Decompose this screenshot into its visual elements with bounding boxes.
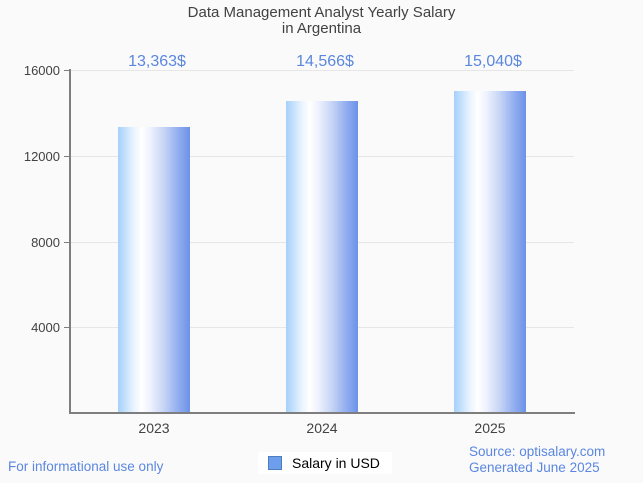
legend-label: Salary in USD	[292, 455, 380, 471]
value-label-2023: 13,363$	[128, 53, 186, 70]
source-link[interactable]: Source: optisalary.com	[469, 444, 606, 459]
gridline-16000	[70, 70, 574, 71]
chart-title-line2: in Argentina	[281, 20, 362, 37]
y-axis-line	[69, 69, 71, 414]
source-info: Source: optisalary.com Generated June 20…	[469, 444, 605, 476]
legend-item[interactable]: Salary in USD	[258, 452, 392, 474]
value-label-2024: 14,566$	[296, 53, 354, 70]
generated-text: Generated June 2025	[469, 460, 600, 475]
y-tick-label-16000: 16000	[23, 63, 60, 78]
x-axis-line	[69, 412, 575, 414]
y-tick-label-8000: 8000	[31, 235, 60, 250]
y-tick-mark-4000	[64, 327, 70, 328]
y-tick-mark-12000	[64, 156, 70, 157]
chart-title: Data Management Analyst Yearly Salary in…	[0, 5, 643, 37]
bar-2023	[118, 127, 190, 412]
bar-2024	[286, 101, 358, 412]
x-tick-label-2025: 2025	[474, 420, 506, 436]
chart-title-line1: Data Management Analyst Yearly Salary	[187, 4, 456, 21]
y-tick-label-12000: 12000	[23, 149, 60, 164]
y-tick-mark-8000	[64, 242, 70, 243]
x-tick-label-2023: 2023	[138, 420, 170, 436]
legend-swatch-icon	[268, 456, 282, 470]
bar-2025	[454, 91, 526, 412]
value-label-2025: 15,040$	[464, 53, 522, 70]
y-tick-mark-16000	[64, 70, 70, 71]
y-tick-label-4000: 4000	[31, 320, 60, 335]
disclaimer-text: For informational use only	[8, 459, 164, 474]
x-tick-label-2024: 2024	[306, 420, 338, 436]
